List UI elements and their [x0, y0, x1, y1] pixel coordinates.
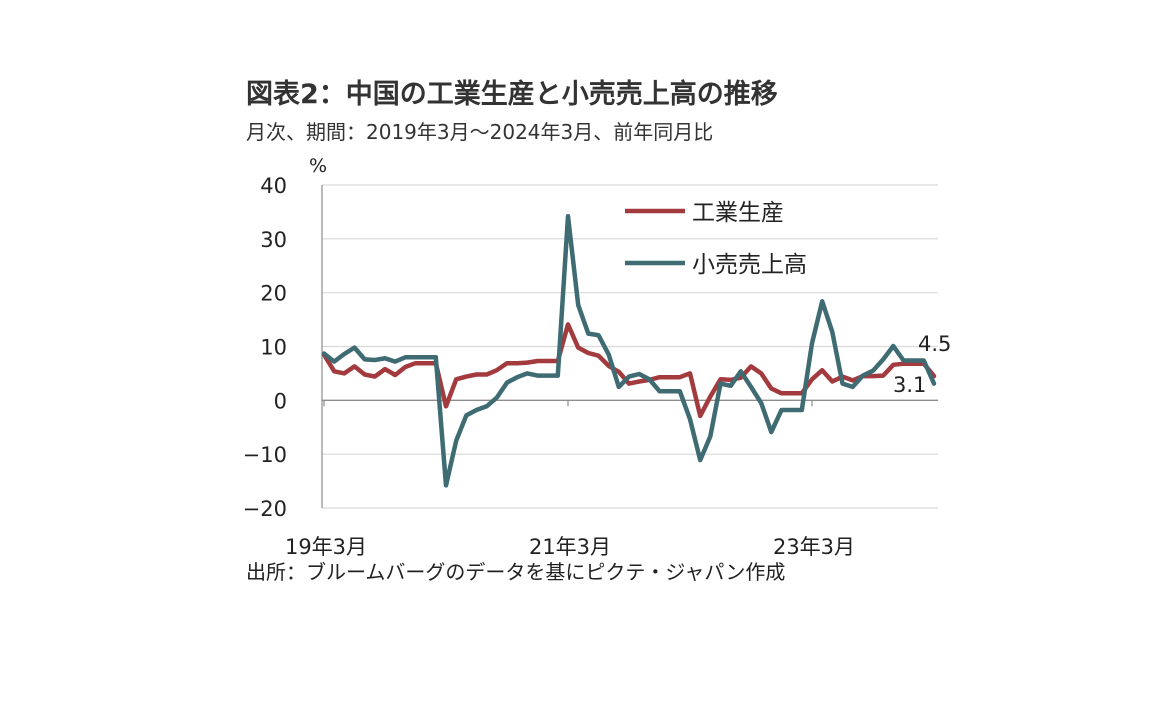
end-value-label: 3.1 [893, 373, 926, 397]
y-tick-label: −20 [243, 497, 287, 521]
chart-title: 図表2：中国の工業生産と小売売上高の推移 [246, 79, 778, 110]
legend-label: 工業生産 [692, 200, 784, 226]
y-axis-tick-labels: 40 30 20 10 0 −10 −20 [243, 174, 287, 521]
y-tick-label: 20 [260, 282, 287, 306]
chart-subtitle: 月次、期間：2019年3月～2024年3月、前年同月比 [246, 120, 714, 144]
y-tick-label: 0 [274, 389, 287, 413]
x-tick-label: 21年3月 [529, 535, 611, 559]
axes [321, 185, 938, 508]
y-axis-unit-label: % [309, 155, 327, 177]
y-tick-label: −10 [243, 443, 287, 467]
end-value-label: 4.5 [918, 332, 951, 356]
source-note: 出所：ブルームバーグのデータを基にピクテ・ジャパン作成 [246, 560, 786, 584]
retail-sales-line [321, 213, 937, 488]
x-tick-label: 23年3月 [773, 535, 855, 559]
x-tick-label: 19年3月 [285, 535, 367, 559]
industrial-production-line [321, 322, 937, 419]
y-tick-label: 40 [260, 174, 287, 198]
end-value-annotations: 4.5 3.1 [893, 332, 951, 397]
x-axis-tick-labels: 19年3月 21年3月 23年3月 [285, 535, 855, 559]
y-tick-label: 10 [260, 336, 287, 360]
gridlines [322, 184, 938, 509]
legend-label: 小売売上高 [692, 252, 807, 278]
y-tick-label: 30 [260, 228, 287, 252]
series-lines [321, 213, 937, 488]
